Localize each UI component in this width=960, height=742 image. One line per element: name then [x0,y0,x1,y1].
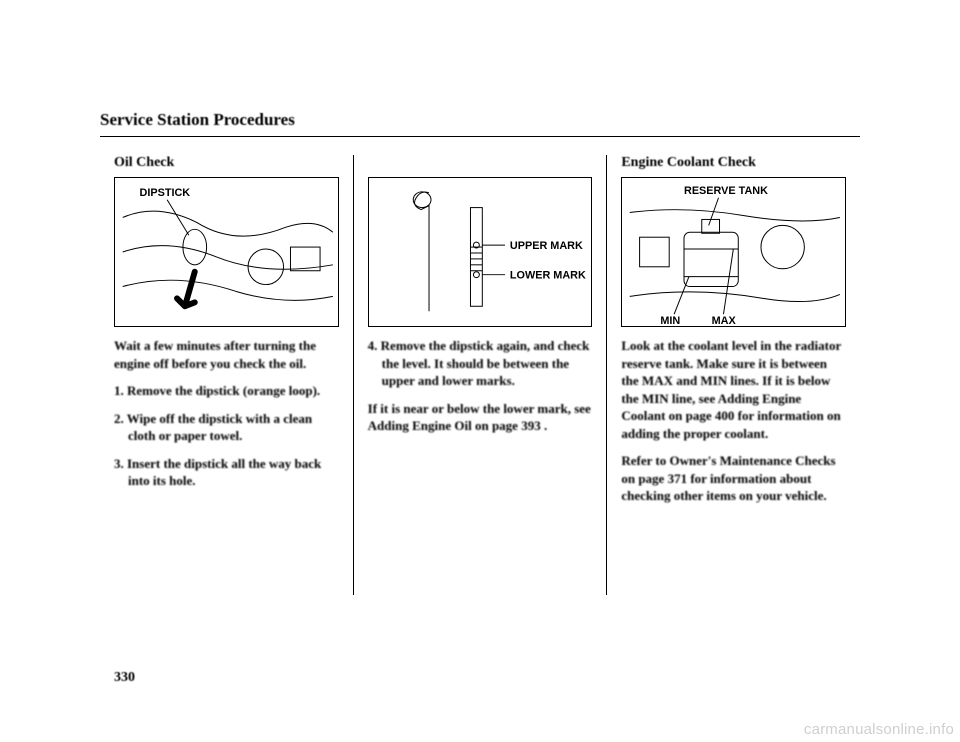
column-2: UPPER MARK LOWER MARK 4. Remove the dips… [353,155,607,595]
col3-p1: Look at the coolant level in the radiato… [621,337,846,442]
col1-p4: 3. Insert the dipstick all the way back … [114,455,339,490]
col1-heading: Oil Check [114,155,339,171]
col1-p3: 2. Wipe off the dipstick with a clean cl… [114,410,339,445]
col1-p2: 1. Remove the dipstick (orange loop). [114,382,339,400]
reserve-tank-label: RESERVE TANK [684,185,768,197]
figure-reserve-tank: RESERVE TANK MIN MAX [621,177,846,327]
head-rule [100,136,860,137]
dipstick-label: DIPSTICK [140,187,191,199]
column-1: Oil Check DIPSTICK Wait a few [100,155,353,595]
upper-mark-label: UPPER MARK [510,240,583,252]
col2-p2: If it is near or below the lower mark, s… [368,400,593,435]
col2-p1: 4. Remove the dipstick again, and check … [368,337,593,390]
col1-p1: Wait a few minutes after turning the eng… [114,337,339,372]
lower-mark-label: LOWER MARK [510,270,586,282]
figure-dipstick-location: DIPSTICK [114,177,339,327]
manual-page: Service Station Procedures Oil Check DIP… [0,0,960,742]
page-number: 330 [114,670,135,686]
min-label: MIN [661,315,681,326]
figure-dipstick-marks: UPPER MARK LOWER MARK [368,177,593,327]
running-head: Service Station Procedures [100,110,860,130]
col2-heading-spacer [368,155,593,171]
col3-p2: Refer to Owner's Maintenance Checks on p… [621,452,846,505]
max-label: MAX [712,315,737,326]
col3-heading: Engine Coolant Check [621,155,846,171]
watermark: carmanualsonline.info [804,721,954,738]
column-3: Engine Coolant Check RESERVE TANK [606,155,860,595]
content-columns: Oil Check DIPSTICK Wait a few [100,155,860,595]
